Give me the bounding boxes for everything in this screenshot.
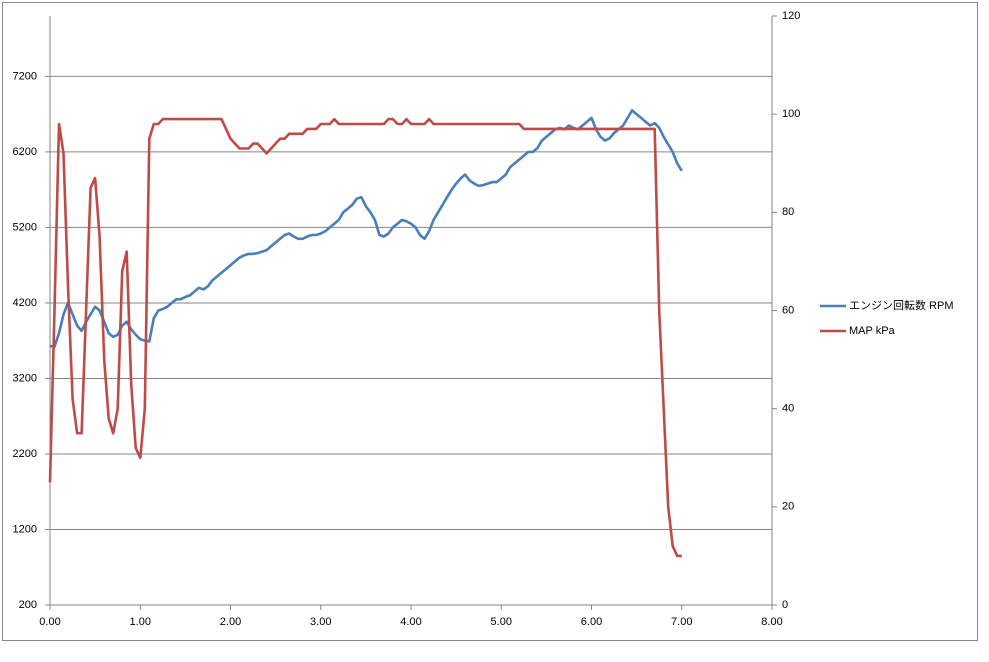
x-tick-label: 2.00	[220, 616, 241, 628]
legend-label: MAP kPa	[849, 325, 896, 337]
y-tick-label: 6200	[13, 146, 37, 158]
series-line	[48, 117, 682, 558]
x-tick-label: 1.00	[130, 616, 151, 628]
y-tick-label: 7200	[13, 70, 37, 82]
x-tick-label: 7.00	[671, 616, 692, 628]
legend-label: エンジン回転数 RPM	[849, 299, 954, 312]
x-tick-label: 3.00	[310, 616, 331, 628]
y2-tick-label: 0	[782, 599, 788, 611]
x-tick-label: 6.00	[581, 616, 602, 628]
x-tick-label: 4.00	[400, 616, 421, 628]
y-tick-label: 2200	[13, 448, 37, 460]
chart-border	[2, 2, 978, 641]
x-tick-label: 0.00	[39, 616, 60, 628]
y-tick-label: 200	[19, 599, 37, 611]
x-tick-label: 8.00	[761, 616, 782, 628]
y2-tick-label: 100	[782, 108, 800, 120]
y2-tick-label: 60	[782, 304, 794, 316]
y2-tick-label: 120	[782, 10, 800, 22]
y2-tick-label: 80	[782, 206, 794, 218]
y-tick-label: 1200	[13, 523, 37, 535]
y2-tick-label: 40	[782, 403, 794, 415]
x-tick-label: 5.00	[491, 616, 512, 628]
y-tick-label: 3200	[13, 372, 37, 384]
y-tick-label: 4200	[13, 297, 37, 309]
y-tick-label: 5200	[13, 221, 37, 233]
y2-tick-label: 20	[782, 501, 794, 513]
